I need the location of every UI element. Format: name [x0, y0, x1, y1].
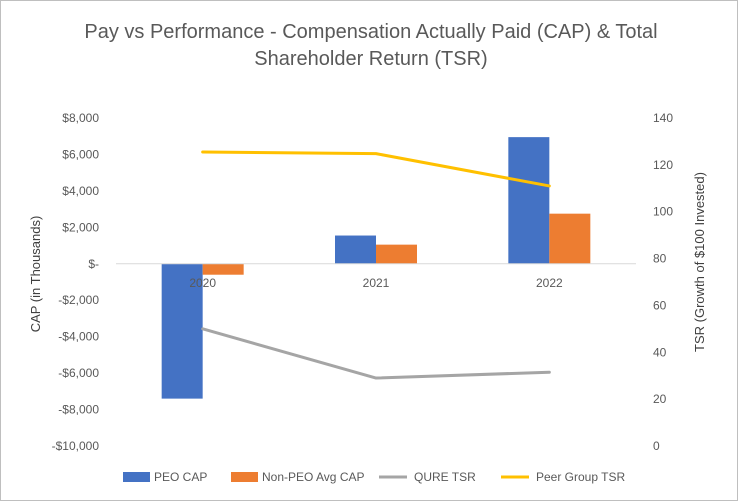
- legend-label-peer-group-tsr: Peer Group TSR: [536, 470, 625, 484]
- y-axis-tick-label: $8,000: [62, 111, 99, 125]
- y2-axis-tick-label: 80: [653, 252, 667, 266]
- legend-label-non-peo-avg-cap: Non-PEO Avg CAP: [262, 470, 365, 484]
- chart-title-line: Shareholder Return (TSR): [254, 48, 487, 70]
- y-axis-tick-label: -$4,000: [58, 330, 99, 344]
- bar-non-peo-avg-cap: [549, 213, 591, 264]
- y-axis-tick-label: $4,000: [62, 184, 99, 198]
- x-axis-category-label: 2020: [189, 276, 216, 290]
- line-qure-tsr: [201, 327, 551, 380]
- bar-peo-cap: [161, 263, 203, 399]
- y2-axis-tick-label: 120: [653, 158, 673, 172]
- y-axis-tick-label: $-: [88, 257, 99, 271]
- y2-axis-tick-label: 20: [653, 392, 667, 406]
- y2-axis-tick-label: 40: [653, 345, 667, 359]
- y-axis-tick-label: -$8,000: [58, 403, 99, 417]
- bar-non-peo-avg-cap: [202, 263, 244, 275]
- legend-label-qure-tsr: QURE TSR: [414, 470, 476, 484]
- bar-peo-cap: [508, 137, 550, 264]
- y2-axis-tick-label: 60: [653, 298, 667, 312]
- line-peer-group-tsr: [201, 150, 551, 188]
- y-axis-tick-label: $6,000: [62, 147, 99, 161]
- y-axis-tick-label: -$2,000: [58, 293, 99, 307]
- y-axis-tick-label: $2,000: [62, 220, 99, 234]
- y2-axis-tick-label: 100: [653, 205, 673, 219]
- y-axis-tick-label: -$6,000: [58, 366, 99, 380]
- y-axis-title: CAP (in Thousands): [28, 216, 43, 333]
- y2-axis-tick-label: 140: [653, 111, 673, 125]
- legend-swatch-peo-cap: [123, 472, 150, 482]
- y-axis-tick-label: -$10,000: [52, 439, 100, 453]
- legend-swatch-non-peo-avg-cap: [231, 472, 258, 482]
- chart-title-line: Pay vs Performance - Compensation Actual…: [84, 21, 657, 43]
- x-axis-category-label: 2021: [363, 276, 390, 290]
- bar-peo-cap: [335, 235, 376, 264]
- y2-axis-tick-label: 0: [653, 439, 660, 453]
- bar-non-peo-avg-cap: [376, 244, 417, 264]
- legend-label-peo-cap: PEO CAP: [154, 470, 207, 484]
- y2-axis-title: TSR (Growth of $100 Invested): [692, 172, 707, 352]
- x-axis-category-label: 2022: [536, 276, 563, 290]
